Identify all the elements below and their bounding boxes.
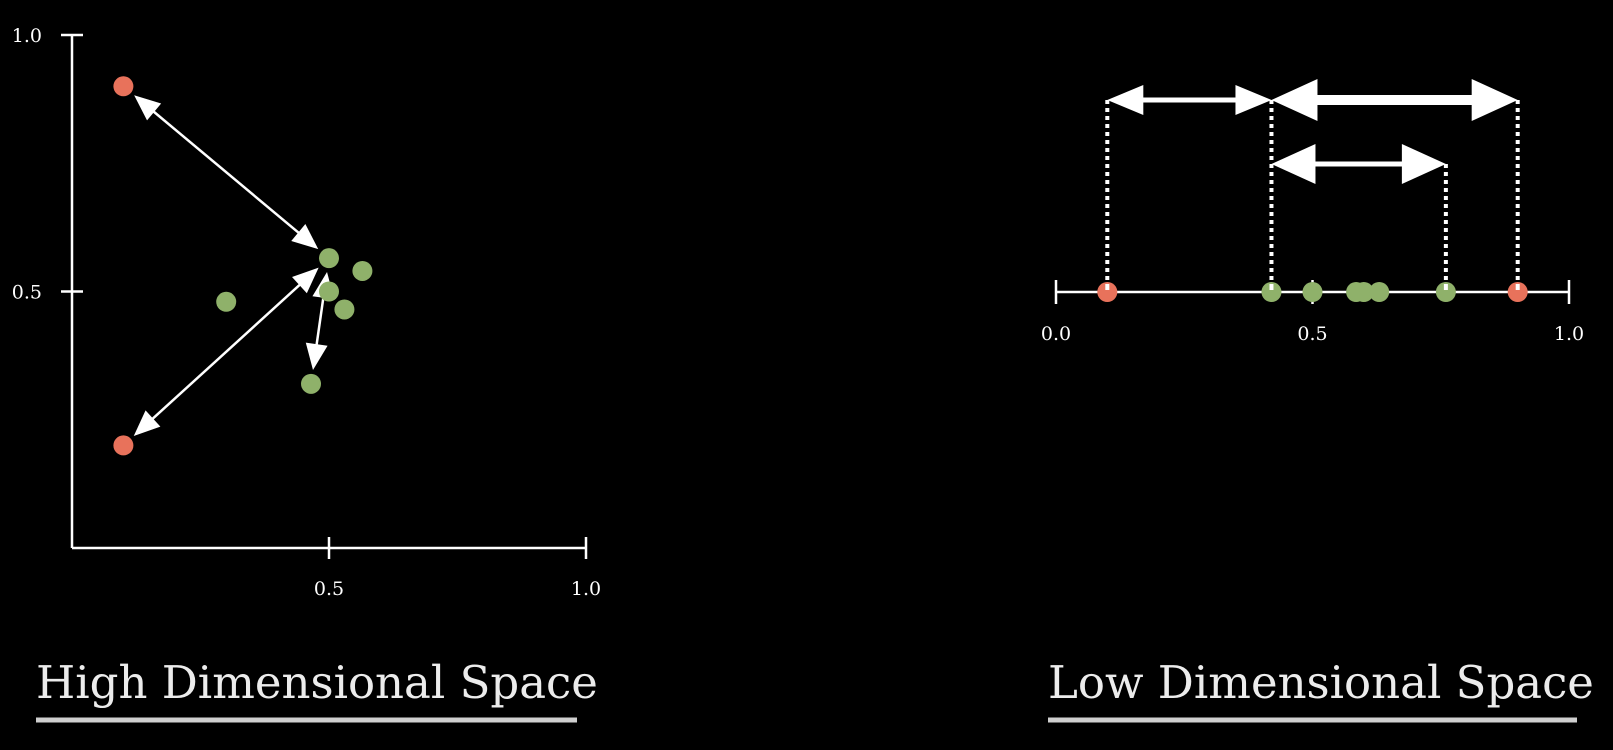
low-dim-guide-marker — [1105, 284, 1110, 290]
high-dim-point-red — [113, 435, 134, 456]
low-dim-x-tick-label: 0.5 — [1297, 323, 1327, 345]
low-dim-guide-marker — [1269, 284, 1274, 290]
arrow-head — [134, 95, 162, 121]
high-dim-y-tick-label: 1.0 — [12, 25, 42, 47]
low-dim-guide-marker — [1515, 284, 1520, 290]
low-dim-distance-arrow — [1107, 85, 1272, 115]
high-dim-title: High Dimensional Space — [36, 656, 598, 709]
low-dim-dotted-guides — [1105, 100, 1520, 292]
high-dim-x-tick-label: 0.5 — [314, 578, 344, 600]
arrow-head — [1401, 144, 1446, 184]
high-dim-points — [113, 76, 373, 456]
arrow-head — [292, 267, 319, 294]
low-dim-ticks: 0.0 0.5 1.0 — [1041, 280, 1584, 345]
arrow-shaft — [148, 280, 305, 423]
low-dim-point-green — [1353, 282, 1374, 302]
high-dimensional-panel: 0.5 1.0 0.5 1.0 High Dimensional Space — [12, 25, 601, 723]
arrow-shaft — [149, 107, 304, 237]
arrow-head — [291, 224, 319, 250]
high-dim-point-green — [319, 248, 339, 269]
high-dim-point-green — [216, 291, 237, 312]
arrow-head — [1271, 79, 1318, 121]
arrow-head — [1271, 144, 1316, 184]
high-dim-point-red — [113, 76, 134, 97]
low-dim-point-green — [1302, 282, 1323, 302]
high-dim-ticks: 0.5 1.0 0.5 1.0 — [12, 25, 601, 600]
high-dim-point-green — [319, 281, 339, 302]
low-dim-guide-marker — [1443, 284, 1448, 290]
high-dim-distance-arrow — [134, 95, 319, 250]
arrow-head — [1471, 79, 1518, 121]
arrow-head — [1107, 85, 1144, 115]
low-dim-distance-arrows — [1107, 79, 1518, 184]
arrow-head — [1235, 85, 1272, 115]
low-dim-point-green — [1369, 282, 1390, 302]
arrow-shaft — [314, 292, 326, 350]
low-dim-point-green — [1261, 282, 1282, 302]
high-dim-y-tick-label: 0.5 — [12, 282, 42, 304]
arrow-head — [305, 342, 328, 370]
low-dimensional-panel: 0.0 0.5 1.0 Low Dimensional Space — [1041, 79, 1594, 723]
low-dim-point-green — [1435, 282, 1456, 302]
low-dim-point-red — [1507, 282, 1528, 302]
low-dim-x-tick-label: 0.0 — [1041, 323, 1071, 345]
low-dim-distance-arrow — [1271, 144, 1446, 184]
high-dim-point-green — [301, 373, 322, 394]
low-dim-point-red — [1097, 282, 1118, 302]
arrow-head — [133, 410, 161, 436]
high-dim-point-green — [334, 299, 355, 320]
high-dim-distance-arrow — [133, 267, 319, 436]
high-dim-x-tick-label: 1.0 — [571, 578, 601, 600]
low-dim-x-tick-label: 1.0 — [1554, 323, 1584, 345]
high-dim-point-green — [352, 260, 373, 281]
low-dim-points — [1097, 282, 1528, 302]
low-dim-title: Low Dimensional Space — [1048, 656, 1594, 709]
low-dim-distance-arrow — [1271, 79, 1518, 121]
